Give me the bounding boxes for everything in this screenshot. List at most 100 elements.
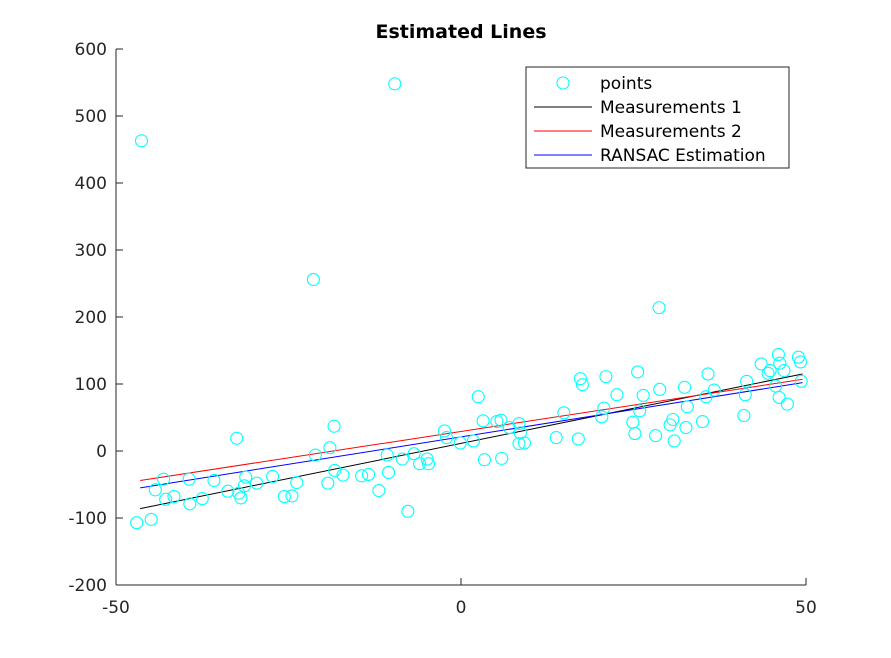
scatter-point: [167, 490, 181, 504]
scatter-point: [328, 463, 342, 477]
scatter-point: [667, 434, 681, 448]
scatter-point: [466, 434, 480, 448]
scatter-point: [771, 347, 785, 362]
axes: -50 0 50 -200 -100 0 100 200 300 400 500 600: [68, 40, 816, 618]
legend-label: points: [600, 74, 652, 94]
y-tick-label: 200: [75, 308, 107, 328]
scatter-point: [323, 441, 337, 455]
scatter-point: [794, 374, 808, 388]
scatter-point: [773, 356, 787, 370]
y-tick-label: 400: [75, 174, 107, 194]
scatter-point: [772, 390, 786, 404]
scatter-point: [633, 404, 647, 418]
scatter-point: [407, 447, 421, 461]
legend: points Measurements 1 Measurements 2 RANSAC…: [525, 66, 790, 169]
scatter-point: [195, 492, 209, 506]
scatter-point: [134, 134, 149, 148]
scatter-point: [680, 400, 694, 414]
scatter-point: [761, 366, 775, 380]
scatter-point: [388, 77, 402, 91]
scatter-point: [695, 414, 710, 429]
scatter-point: [571, 432, 585, 446]
legend-label: Measurements 1: [600, 98, 742, 118]
scatter-point: [517, 436, 532, 450]
scatter-point: [306, 272, 320, 287]
scatter-point: [250, 476, 264, 490]
scatter-point: [159, 492, 173, 506]
scatter-point: [183, 497, 197, 511]
scatter-point: [777, 364, 791, 378]
scatter-point: [401, 504, 415, 518]
scatter-point: [649, 429, 663, 443]
scatter-point: [290, 475, 304, 490]
scatter-point: [701, 367, 715, 381]
scatter-point: [699, 390, 713, 404]
y-tick-label: -200: [68, 576, 107, 596]
scatter-point: [277, 490, 291, 504]
y-tick-label: 0: [96, 442, 107, 462]
scatter-point: [413, 457, 427, 471]
scatter-point: [422, 457, 436, 471]
scatter-point: [494, 413, 508, 427]
scatter-point: [595, 410, 609, 424]
x-tick-label: -50: [102, 598, 130, 618]
scatter-point: [234, 491, 248, 505]
scatter-point: [327, 419, 341, 433]
scatter-point: [380, 448, 394, 462]
scatter-point: [740, 374, 754, 388]
legend-label: RANSAC Estimation: [600, 146, 766, 166]
scatter-point: [239, 470, 253, 484]
y-tick-label: -100: [68, 509, 107, 529]
scatter-point: [738, 388, 752, 402]
scatter-point: [666, 412, 680, 427]
scatter-point: [557, 406, 571, 420]
scatter-point: [653, 382, 667, 396]
scatter-point: [148, 483, 162, 497]
scatter-point: [395, 452, 409, 466]
y-tick-label: 500: [75, 107, 107, 127]
scatter-point: [336, 468, 350, 482]
scatter-point: [157, 472, 171, 486]
plot-area: [130, 77, 808, 530]
scatter-point: [439, 431, 454, 445]
y-tick-label: 600: [75, 40, 107, 60]
y-tick-label: 100: [75, 375, 107, 395]
scatter-point: [575, 378, 589, 392]
scatter-point: [549, 431, 563, 445]
scatter-point: [610, 388, 624, 402]
scatter-point: [512, 416, 526, 431]
scatter-point: [207, 473, 221, 488]
scatter-point: [597, 401, 611, 415]
y-tick-label: 300: [75, 241, 107, 261]
scatter-point: [237, 479, 251, 493]
x-tick-label: 50: [795, 598, 817, 618]
scatter-point: [321, 476, 335, 490]
scatter-point: [182, 472, 196, 486]
legend-marker: [556, 76, 570, 90]
scatter-point: [308, 448, 322, 462]
scatter-point: [754, 357, 768, 371]
scatter-point: [793, 355, 808, 369]
scatter-point: [361, 467, 376, 482]
scatter-point: [495, 451, 509, 465]
chart-title: Estimated Lines: [375, 21, 546, 43]
scatter-point: [599, 370, 613, 384]
scatter-point: [437, 424, 451, 438]
scatter-point: [420, 452, 434, 466]
scatter-point: [144, 512, 158, 526]
scatter-point: [221, 484, 235, 498]
legend-label: Measurements 2: [600, 122, 742, 142]
scatter-point: [355, 469, 369, 483]
scatter-point: [502, 420, 516, 435]
scatter-point: [285, 489, 299, 503]
scatter-point: [476, 414, 490, 428]
scatter-point: [453, 436, 467, 450]
legend-box: [525, 66, 790, 169]
scatter-point: [636, 388, 650, 402]
scatter-point: [763, 364, 777, 378]
scatter-point: [573, 372, 587, 386]
scatter-point: [737, 408, 751, 423]
scatter-point: [631, 365, 645, 379]
scatter-point: [372, 483, 386, 498]
